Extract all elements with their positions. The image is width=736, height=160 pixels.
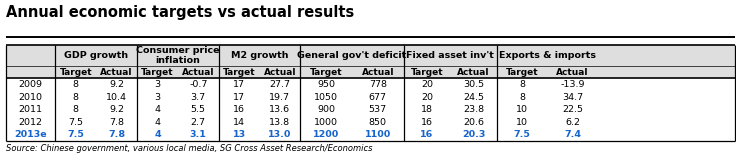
- Text: 2010: 2010: [18, 93, 43, 102]
- Text: Target: Target: [141, 68, 174, 77]
- Text: 10.4: 10.4: [106, 93, 127, 102]
- Text: -0.7: -0.7: [189, 80, 208, 89]
- Text: 8: 8: [519, 93, 525, 102]
- Text: Consumer price
inflation: Consumer price inflation: [136, 46, 219, 65]
- Text: Target: Target: [506, 68, 539, 77]
- Text: Actual: Actual: [361, 68, 394, 77]
- Text: 2.7: 2.7: [191, 118, 206, 127]
- Text: 8: 8: [73, 93, 79, 102]
- Text: 10: 10: [516, 105, 528, 114]
- Text: 20.3: 20.3: [462, 130, 485, 139]
- Text: Exports & imports: Exports & imports: [499, 51, 595, 60]
- Text: Target: Target: [223, 68, 255, 77]
- Text: 778: 778: [369, 80, 387, 89]
- Text: 7.4: 7.4: [564, 130, 581, 139]
- Text: 537: 537: [369, 105, 387, 114]
- Text: 10: 10: [516, 118, 528, 127]
- Text: 2013e: 2013e: [14, 130, 47, 139]
- Text: 20.6: 20.6: [463, 118, 484, 127]
- Text: 9.2: 9.2: [109, 105, 124, 114]
- Text: 3: 3: [155, 80, 160, 89]
- Text: 27.7: 27.7: [269, 80, 291, 89]
- Text: 17: 17: [233, 93, 245, 102]
- Text: Target: Target: [411, 68, 443, 77]
- Text: 7.5: 7.5: [514, 130, 531, 139]
- Text: 1000: 1000: [314, 118, 338, 127]
- Text: 4: 4: [155, 105, 160, 114]
- Text: Target: Target: [60, 68, 92, 77]
- Text: 1050: 1050: [314, 93, 338, 102]
- Text: Actual: Actual: [458, 68, 490, 77]
- Text: 34.7: 34.7: [562, 93, 583, 102]
- Text: 7.8: 7.8: [109, 118, 124, 127]
- Text: 20: 20: [421, 80, 433, 89]
- Text: 7.5: 7.5: [68, 130, 85, 139]
- Text: 24.5: 24.5: [463, 93, 484, 102]
- Text: 2009: 2009: [18, 80, 43, 89]
- Bar: [6, 45, 735, 78]
- Text: Actual: Actual: [263, 68, 296, 77]
- Text: 8: 8: [73, 80, 79, 89]
- Text: Actual: Actual: [556, 68, 589, 77]
- Text: 950: 950: [317, 80, 335, 89]
- Text: 1200: 1200: [313, 130, 339, 139]
- Text: 3: 3: [155, 93, 160, 102]
- Text: 8: 8: [73, 105, 79, 114]
- Text: M2 growth: M2 growth: [230, 51, 289, 60]
- Text: Actual: Actual: [182, 68, 214, 77]
- Text: 22.5: 22.5: [562, 105, 583, 114]
- Text: 6.2: 6.2: [565, 118, 580, 127]
- Text: 9.2: 9.2: [109, 80, 124, 89]
- Text: 3.7: 3.7: [191, 93, 206, 102]
- Text: 850: 850: [369, 118, 387, 127]
- Text: General gov't deficit: General gov't deficit: [297, 51, 406, 60]
- Text: 3.1: 3.1: [190, 130, 207, 139]
- Text: 20: 20: [421, 93, 433, 102]
- Text: 23.8: 23.8: [463, 105, 484, 114]
- Text: Fixed asset inv't: Fixed asset inv't: [406, 51, 495, 60]
- Text: 677: 677: [369, 93, 387, 102]
- Text: 2012: 2012: [18, 118, 43, 127]
- Text: 18: 18: [421, 105, 433, 114]
- Text: 8: 8: [519, 80, 525, 89]
- Text: 13.0: 13.0: [268, 130, 291, 139]
- Text: GDP growth: GDP growth: [64, 51, 128, 60]
- Text: 4: 4: [154, 130, 160, 139]
- Text: Actual: Actual: [100, 68, 133, 77]
- Text: Source: Chinese government, various local media, SG Cross Asset Research/Economi: Source: Chinese government, various loca…: [6, 144, 372, 153]
- Text: 17: 17: [233, 80, 245, 89]
- Text: 14: 14: [233, 118, 245, 127]
- Text: 4: 4: [155, 118, 160, 127]
- Text: 5.5: 5.5: [191, 105, 206, 114]
- Text: 30.5: 30.5: [463, 80, 484, 89]
- Text: 7.5: 7.5: [68, 118, 83, 127]
- Text: Target: Target: [310, 68, 342, 77]
- Text: 13.6: 13.6: [269, 105, 291, 114]
- Text: 7.8: 7.8: [108, 130, 125, 139]
- Text: -13.9: -13.9: [560, 80, 584, 89]
- Text: 16: 16: [420, 130, 434, 139]
- Text: 2011: 2011: [18, 105, 43, 114]
- Text: 13.8: 13.8: [269, 118, 291, 127]
- Text: 900: 900: [317, 105, 335, 114]
- Text: 1100: 1100: [365, 130, 391, 139]
- Text: 19.7: 19.7: [269, 93, 291, 102]
- Text: 16: 16: [233, 105, 245, 114]
- Text: 16: 16: [421, 118, 433, 127]
- Text: 13: 13: [233, 130, 246, 139]
- Text: Annual economic targets vs actual results: Annual economic targets vs actual result…: [6, 5, 354, 20]
